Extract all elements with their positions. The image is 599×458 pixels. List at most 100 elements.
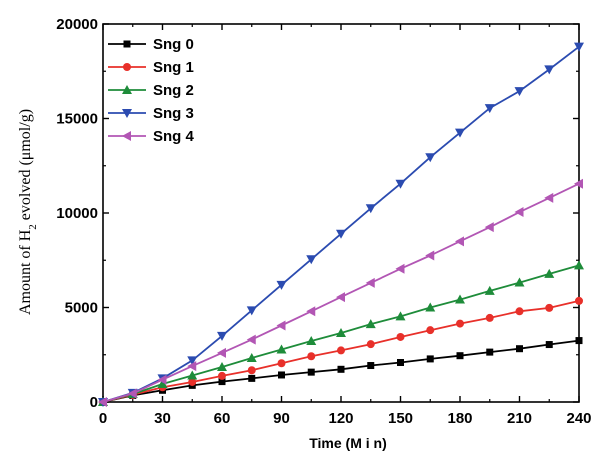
data-point-sng-0 <box>456 352 464 360</box>
data-point-sng-3 <box>455 128 465 138</box>
data-point-sng-0 <box>397 358 404 366</box>
y-tick-label: 0 <box>90 394 98 411</box>
legend: Sng 0 Sng 1 Sng 2 Sng 3 Sng 4 <box>108 36 194 145</box>
legend-item-sng-3: Sng 3 <box>108 105 194 122</box>
x-tick-label: 180 <box>447 410 472 427</box>
data-point-sng-3 <box>306 255 317 265</box>
data-point-sng-4 <box>98 397 107 407</box>
x-tick-label: 30 <box>154 410 171 427</box>
data-point-sng-2 <box>395 311 406 321</box>
x-tick-label: 0 <box>99 410 107 427</box>
data-point-sng-2 <box>246 352 257 362</box>
legend-item-sng-2: Sng 2 <box>108 82 194 99</box>
data-point-sng-4 <box>246 334 256 345</box>
data-point-sng-0 <box>337 365 345 373</box>
data-point-sng-2 <box>484 285 495 295</box>
legend-item-sng-1: Sng 1 <box>108 59 194 76</box>
legend-marker <box>122 131 131 141</box>
data-point-sng-2 <box>217 362 227 372</box>
data-point-sng-4 <box>544 192 554 203</box>
series-group <box>98 42 584 407</box>
legend-label: Sng 0 <box>153 36 194 53</box>
data-point-sng-4 <box>336 292 345 303</box>
x-axis-title: Time (M i n) <box>309 435 387 451</box>
data-point-sng-3 <box>217 331 227 341</box>
data-point-sng-0 <box>486 348 494 356</box>
data-point-sng-1 <box>456 319 464 328</box>
data-point-sng-0 <box>278 371 285 379</box>
legend-marker <box>122 109 132 118</box>
data-point-sng-2 <box>544 268 555 278</box>
series-sng-2 <box>98 260 584 406</box>
data-point-sng-0 <box>575 337 583 345</box>
legend-marker <box>123 40 131 48</box>
data-point-sng-3 <box>336 229 346 239</box>
y-axis-title-subscript: 2 <box>27 224 39 230</box>
data-point-sng-2 <box>455 294 465 304</box>
data-point-sng-0 <box>248 374 256 382</box>
x-tick-label: 150 <box>388 410 413 427</box>
data-point-sng-0 <box>426 355 434 363</box>
data-point-sng-3 <box>544 65 555 75</box>
data-point-sng-3 <box>514 87 525 97</box>
data-point-sng-2 <box>336 328 346 338</box>
data-point-sng-3 <box>395 179 406 189</box>
y-tick-label: 5000 <box>65 300 98 317</box>
data-point-sng-4 <box>425 250 435 261</box>
data-point-sng-1 <box>366 340 375 349</box>
data-point-sng-1 <box>277 359 286 368</box>
data-point-sng-2 <box>514 277 525 287</box>
data-point-sng-3 <box>365 204 376 214</box>
data-point-sng-2 <box>574 260 584 270</box>
data-point-sng-4 <box>127 388 137 399</box>
data-point-sng-1 <box>575 296 583 305</box>
data-point-sng-1 <box>247 366 256 375</box>
data-point-sng-1 <box>218 371 226 380</box>
data-point-sng-2 <box>425 302 436 312</box>
y-tick-label: 10000 <box>56 205 98 222</box>
data-point-sng-3 <box>246 306 257 316</box>
legend-item-sng-4: Sng 4 <box>108 128 194 145</box>
axes-group: 0 30 60 90 120 150 180 210 240 0 5000 10000 15000 200… <box>56 16 591 427</box>
data-point-sng-2 <box>306 335 317 345</box>
data-point-sng-0 <box>516 345 523 353</box>
data-point-sng-4 <box>276 320 286 331</box>
data-point-sng-4 <box>574 178 583 189</box>
data-point-sng-1 <box>337 346 345 355</box>
data-point-sng-4 <box>306 306 316 317</box>
data-point-sng-3 <box>574 42 584 52</box>
data-point-sng-0 <box>367 362 375 370</box>
x-tick-label: 60 <box>214 410 231 427</box>
data-point-sng-3 <box>187 356 198 366</box>
y-tick-label: 15000 <box>56 111 98 128</box>
x-tick-label: 240 <box>566 410 591 427</box>
data-point-sng-3 <box>425 153 436 163</box>
legend-label: Sng 3 <box>153 105 194 122</box>
plot-frame <box>102 23 580 403</box>
data-point-sng-1 <box>396 332 405 341</box>
series-sng-4 <box>98 178 583 407</box>
data-point-sng-4 <box>365 277 375 288</box>
data-point-sng-4 <box>514 207 524 218</box>
data-point-sng-3 <box>484 104 495 114</box>
data-point-sng-4 <box>187 361 197 372</box>
series-sng-3 <box>98 42 584 407</box>
legend-item-sng-0: Sng 0 <box>108 36 194 53</box>
legend-marker <box>123 63 131 71</box>
data-point-sng-4 <box>217 347 226 358</box>
data-point-sng-1 <box>426 326 435 335</box>
data-point-sng-1 <box>485 313 494 322</box>
data-point-sng-2 <box>365 319 376 329</box>
data-point-sng-3 <box>276 280 287 290</box>
x-tick-label: 120 <box>328 410 353 427</box>
y-axis-title-suffix: evolved (μmol/g) <box>17 109 34 224</box>
data-point-sng-1 <box>307 352 316 361</box>
x-tick-label: 210 <box>507 410 532 427</box>
data-point-sng-1 <box>545 303 554 312</box>
legend-label: Sng 2 <box>153 82 194 99</box>
data-point-sng-2 <box>276 344 287 354</box>
data-point-sng-4 <box>157 374 167 385</box>
data-point-sng-0 <box>545 341 553 349</box>
data-point-sng-0 <box>307 368 315 376</box>
